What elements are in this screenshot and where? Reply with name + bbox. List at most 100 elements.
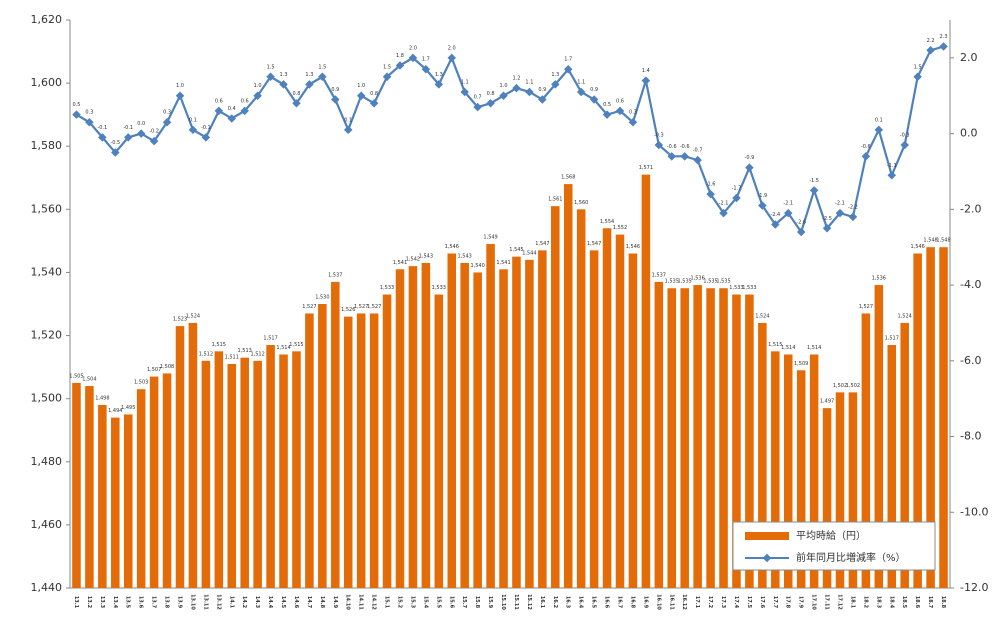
bar (434, 294, 444, 588)
bar (201, 360, 211, 588)
bar-value-label: 1,512 (199, 351, 213, 357)
line-value-label: -2.6 (796, 220, 806, 226)
x-tick-label: 16.10 (655, 594, 661, 610)
x-tick-label: 13.3 (99, 596, 105, 609)
y-tick-label: 1,540 (31, 265, 63, 278)
line-value-label: 0.1 (189, 117, 197, 123)
x-tick-label: 18.8 (940, 596, 946, 609)
line-value-label: 1.3 (280, 72, 288, 78)
line-value-label: 0.8 (370, 91, 378, 97)
line-value-label: -0.2 (149, 129, 159, 135)
bar-value-label: 1,502 (846, 383, 860, 389)
bar-value-label: 1,512 (250, 351, 264, 357)
x-tick-label: 15.2 (397, 596, 403, 609)
x-tick-label: 16.11 (668, 594, 674, 610)
bar (279, 354, 288, 588)
bar-value-label: 1,544 (522, 250, 536, 256)
bar (654, 281, 664, 588)
y-tick-label: 1,600 (31, 76, 63, 89)
x-tick-label: 14.7 (306, 596, 312, 609)
bar (667, 288, 677, 588)
line-value-label: 1.3 (551, 72, 559, 78)
bar (395, 269, 405, 588)
bar (602, 228, 612, 588)
line-value-label: 1.8 (396, 53, 404, 59)
line-marker (149, 136, 159, 146)
line-value-label: 1.3 (435, 72, 443, 78)
line-value-label: -1.5 (809, 178, 819, 184)
line-value-label: 1.4 (642, 68, 650, 74)
line-value-label: -0.1 (201, 125, 211, 131)
line-marker (162, 117, 172, 127)
y-tick-label: 1,480 (31, 455, 63, 468)
bar (719, 288, 728, 588)
bar (822, 408, 832, 588)
line-value-label: 1.2 (512, 76, 520, 82)
bar-value-label: 1,527 (302, 304, 316, 310)
x-tick-label: 17.4 (733, 596, 739, 609)
bar-value-label: 1,546 (445, 244, 459, 250)
line-value-label: -1.7 (732, 185, 742, 191)
bar-value-label: 1,536 (872, 276, 886, 282)
line-marker (421, 64, 431, 74)
line-marker (499, 91, 508, 100)
y-tick-label: 1,440 (31, 581, 63, 594)
line-value-label: 0.3 (85, 110, 93, 116)
bar-value-label: 1,514 (807, 345, 821, 351)
bar-value-label: 1,552 (613, 225, 627, 231)
bar (887, 345, 897, 588)
bar (796, 370, 806, 588)
line-marker (318, 72, 327, 82)
x-tick-label: 16.5 (591, 596, 597, 609)
line-marker (292, 99, 301, 108)
x-tick-label: 17.5 (746, 596, 752, 609)
line-value-label: -2.4 (770, 212, 780, 218)
x-tick-label: 15.1 (384, 596, 390, 609)
bar (253, 360, 262, 588)
bar-value-label: 1,541 (393, 260, 407, 266)
bar-value-label: 1,526 (341, 307, 355, 313)
bar (382, 294, 392, 588)
bar (343, 316, 353, 588)
line-marker (408, 53, 418, 63)
line-value-label: -0.6 (861, 144, 871, 150)
line-value-label: -2.1 (835, 201, 845, 207)
bar-value-label: 1,514 (781, 345, 795, 351)
x-tick-label: 17.1 (694, 596, 700, 609)
line-marker (745, 163, 754, 172)
bar-value-label: 1,547 (587, 241, 601, 247)
x-tick-label: 17.9 (798, 596, 804, 609)
bar (162, 373, 172, 588)
line-value-label: -0.3 (654, 132, 664, 138)
bar (356, 313, 366, 588)
x-tick-label: 18.2 (862, 596, 868, 609)
x-tick-label: 13.9 (177, 596, 183, 609)
bar (292, 351, 301, 588)
bar-value-label: 1,547 (535, 241, 549, 247)
x-tick-label: 13.12 (215, 594, 221, 610)
line-value-label: 2.3 (940, 34, 948, 40)
legend-box (732, 521, 936, 571)
x-tick-label: 13.11 (202, 594, 208, 610)
bar-value-label: 1,543 (458, 253, 472, 259)
y-tick-label: 1,580 (31, 139, 63, 152)
bar (240, 357, 249, 588)
line-marker (343, 125, 353, 135)
x-tick-label: 16.2 (552, 596, 558, 609)
x-tick-label: 14.1 (228, 596, 234, 609)
y2-tick-label: 2.0 (960, 51, 978, 64)
x-tick-label: 18.1 (849, 596, 855, 609)
x-tick-label: 16.8 (629, 596, 635, 609)
line-marker (305, 80, 314, 89)
line-value-label: 1.3 (305, 72, 313, 78)
bar-value-label: 1,524 (755, 313, 769, 319)
line-value-label: 1.0 (500, 83, 508, 89)
bar-value-label: 1,535 (678, 279, 692, 285)
line-marker (175, 91, 185, 100)
line-value-label: 0.3 (629, 110, 637, 116)
line-marker (253, 91, 262, 100)
line-value-label: -0.1 (97, 125, 107, 131)
x-tick-label: 18.6 (914, 596, 920, 609)
bar (900, 322, 909, 588)
bar-value-label: 1,568 (561, 175, 575, 181)
